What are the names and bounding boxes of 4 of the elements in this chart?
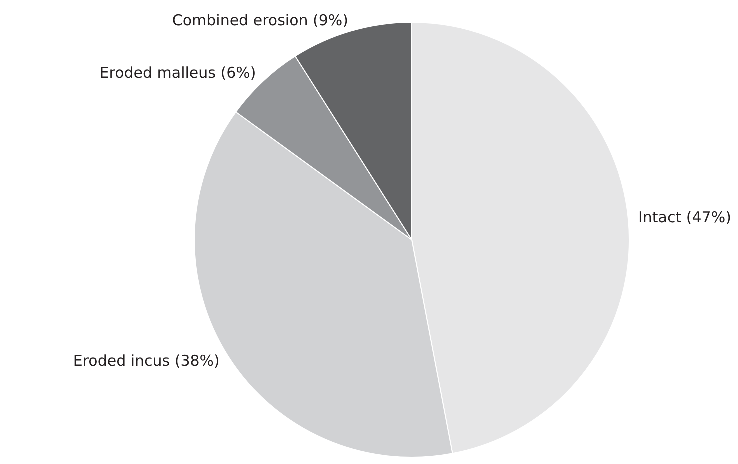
slice-label: Intact (47%) (638, 208, 732, 226)
slice-label: Eroded malleus (6%) (100, 64, 256, 82)
slice-label: Combined erosion (9%) (172, 11, 349, 30)
slice-label: Eroded incus (38%) (73, 352, 220, 370)
